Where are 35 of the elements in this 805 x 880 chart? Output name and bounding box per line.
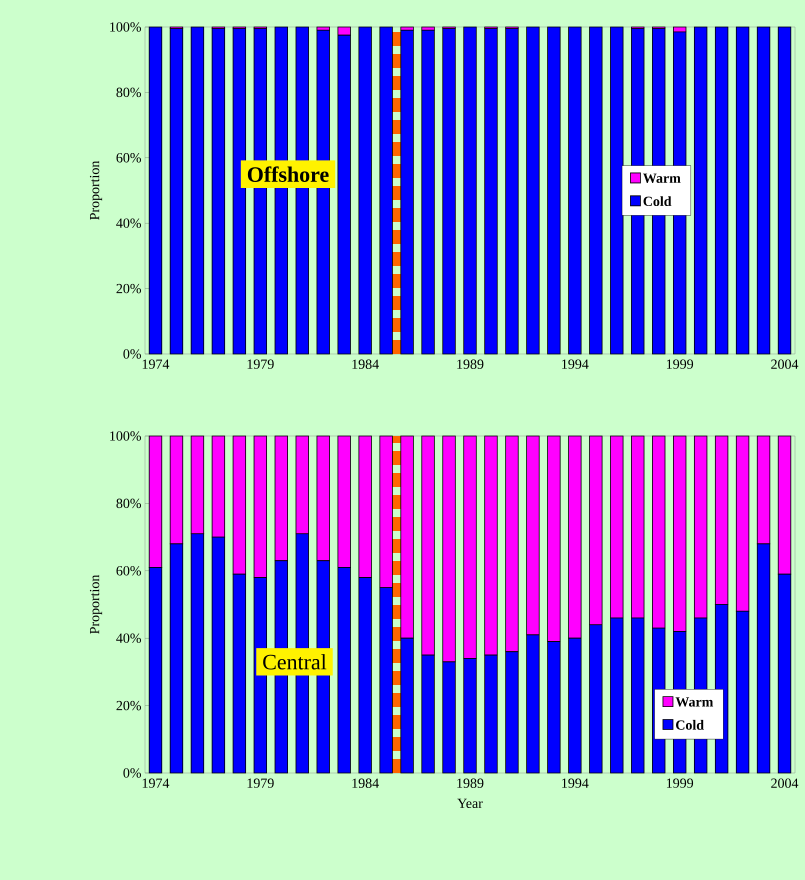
x-tick-label: 1974	[142, 360, 170, 369]
y-tick-label: 20%	[116, 700, 142, 710]
x-tick-label: 1989	[457, 360, 484, 369]
x-tick-label: 1979	[248, 778, 274, 788]
y-axis-title: Proportion	[90, 574, 102, 634]
x-tick-label: 2004	[771, 778, 798, 788]
legend-label: Cold	[676, 720, 704, 730]
y-tick-label: 0%	[123, 768, 142, 778]
y-tick-label: 40%	[116, 218, 142, 228]
y-tick-label: 100%	[110, 431, 142, 441]
y-tick-label: 60%	[116, 153, 142, 163]
y-tick-label: 80%	[116, 498, 142, 508]
legend-label: Cold	[644, 196, 672, 206]
x-tick-label: 1984	[352, 778, 379, 788]
x-tick-label: 1974	[142, 778, 170, 788]
x-tick-label: 1989	[457, 778, 484, 788]
y-tick-label: 60%	[116, 566, 142, 576]
y-tick-label: 20%	[116, 284, 142, 294]
y-tick-label: 0%	[123, 349, 142, 359]
x-tick-label: 1984	[352, 360, 379, 369]
y-tick-label: 100%	[110, 22, 142, 32]
y-tick-label: 80%	[116, 88, 142, 98]
y-tick-label: 40%	[116, 633, 142, 643]
x-tick-label: 2004	[771, 360, 798, 369]
legend-label: Warm	[643, 174, 681, 183]
x-tick-label: 1979	[248, 360, 274, 369]
legend-label: Warm	[676, 697, 714, 707]
x-tick-label: 1999	[666, 778, 694, 788]
x-axis-title: Year	[457, 798, 483, 808]
x-tick-label: 1994	[562, 360, 589, 369]
annotation: Offshore	[248, 166, 329, 182]
annotation: Central	[263, 654, 326, 670]
x-tick-label: 1999	[666, 360, 694, 369]
y-axis-title: Proportion	[90, 160, 102, 220]
x-tick-label: 1994	[562, 778, 589, 788]
